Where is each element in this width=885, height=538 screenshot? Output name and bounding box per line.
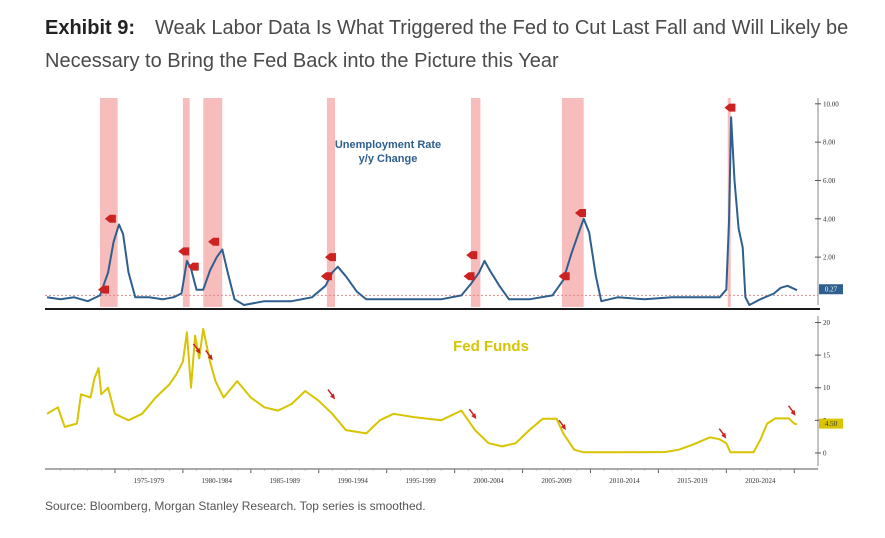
cut-arrow-head <box>790 409 796 416</box>
recession-band <box>99 98 118 307</box>
x-axis-tick-label: 1980-1984 <box>202 477 233 485</box>
source-note: Source: Bloomberg, Morgan Stanley Resear… <box>45 499 426 513</box>
cut-marker <box>178 247 190 256</box>
bottom-axis-tick-label: 15 <box>823 352 831 360</box>
bottom-axis-tick-label: 10 <box>823 384 831 392</box>
top-axis-tick-label: 10.00 <box>823 100 839 108</box>
x-axis-tick-label: 1975-1979 <box>134 477 165 485</box>
cut-marker <box>466 251 478 260</box>
cut-arrows <box>192 343 796 439</box>
bottom-axis-tick-label: 20 <box>823 319 831 327</box>
cut-arrow-head <box>207 354 213 361</box>
recession-band <box>561 98 584 307</box>
fed-funds-annotation: Fed Funds <box>453 338 529 355</box>
cut-markers <box>98 103 736 294</box>
fed-funds-line <box>46 328 798 454</box>
x-axis: 1975-1979 1980-1984 1985-1989 1990-1994 1995… <box>45 468 818 485</box>
recession-shading <box>99 98 731 307</box>
unemployment-line <box>46 116 798 306</box>
cut-marker <box>104 214 116 223</box>
recession-band <box>470 98 481 307</box>
unemployment-annotation: Unemployment Rate y/y Change <box>335 139 441 165</box>
annotation-line: Unemployment Rate <box>335 139 441 151</box>
top-axis-tick-label: 8.00 <box>823 139 836 147</box>
x-axis-tick-label: 1995-1999 <box>405 477 436 485</box>
cut-arrow-head <box>195 347 201 354</box>
cut-marker <box>320 272 332 281</box>
bottom-axis-tick-label: 0 <box>823 449 827 457</box>
top-axis-tick-label: 4.00 <box>823 215 836 223</box>
x-axis-tick-label: 2000-2004 <box>473 477 504 485</box>
cut-marker <box>324 253 336 262</box>
recession-band <box>182 98 190 307</box>
fed-funds-series <box>46 328 798 454</box>
top-axis-tick-label: 6.00 <box>823 177 836 185</box>
cut-marker <box>724 103 736 112</box>
x-axis-tick-label: 2005-2009 <box>541 477 572 485</box>
chart-title: Exhibit 9: Weak Labor Data Is What Trigge… <box>45 12 865 78</box>
cut-marker <box>98 285 110 294</box>
top-axis-tick-label: 2.00 <box>823 254 836 262</box>
cut-marker <box>463 272 475 281</box>
last-value-label: 0.27 <box>825 286 838 294</box>
exhibit-number: Exhibit 9: <box>45 17 136 39</box>
x-axis-tick-label: 1985-1989 <box>270 477 301 485</box>
cut-arrow-head <box>329 393 335 400</box>
unemployment-series <box>46 116 798 306</box>
x-axis-tick-label: 2010-2014 <box>609 477 640 485</box>
cut-marker <box>558 272 570 281</box>
cut-marker <box>574 209 586 218</box>
cut-arrow-head <box>471 413 477 420</box>
top-y-axis: 10.00 8.00 6.00 4.00 2.00 0.27 <box>815 98 843 305</box>
last-value-label: 4.50 <box>825 420 838 428</box>
annotation-line: y/y Change <box>359 153 418 165</box>
cut-marker <box>208 237 220 246</box>
last-value-badge <box>819 418 843 429</box>
x-axis-tick-label: 1990-1994 <box>338 477 369 485</box>
bottom-y-axis: 201510504.50 <box>815 316 843 466</box>
recession-band <box>203 98 223 307</box>
title-text: Weak Labor Data Is What Triggered the Fe… <box>45 17 849 72</box>
recession-band <box>326 98 336 307</box>
cut-arrow-head <box>560 424 566 431</box>
x-axis-tick-label: 2015-2019 <box>677 477 708 485</box>
cut-marker <box>187 262 199 271</box>
last-value-badge <box>819 284 843 295</box>
cut-arrow-head <box>721 432 727 439</box>
x-axis-tick-label: 2020-2024 <box>745 477 776 485</box>
